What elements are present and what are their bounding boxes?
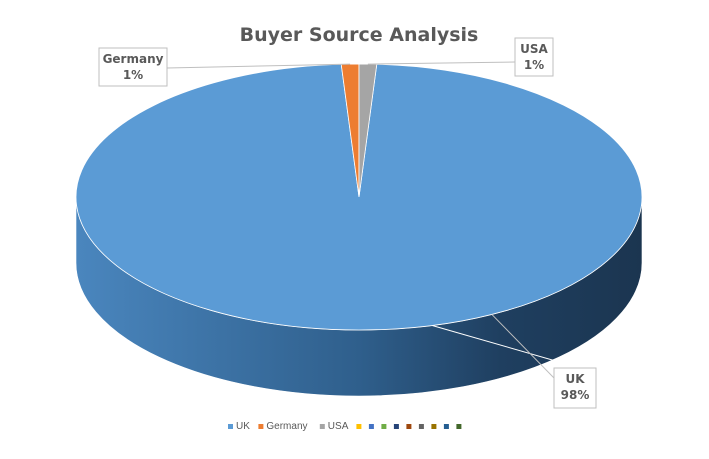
data-label-category: USA <box>520 42 548 56</box>
legend-label: Germany <box>266 421 307 432</box>
data-label-category: UK <box>565 372 585 386</box>
legend-swatch-extra <box>418 424 424 429</box>
legend-swatch-extra <box>406 424 412 429</box>
callout-layer: UK 98% Germany 1% USA 1% <box>98 37 597 409</box>
pie-seam <box>432 324 593 372</box>
callout-germany: Germany 1% <box>98 47 351 87</box>
legend-item-germany: Germany <box>258 421 308 432</box>
chart-title: Buyer Source Analysis <box>240 24 479 46</box>
pie-layer <box>75 63 643 397</box>
leader-line <box>166 63 351 69</box>
legend-label: USA <box>328 421 349 432</box>
data-label-value: 1% <box>524 58 544 72</box>
legend-label: UK <box>236 421 250 432</box>
legend-swatch-extra <box>356 424 362 429</box>
callout-box <box>553 367 597 409</box>
callout-box <box>514 37 554 77</box>
legend-item-uk: UK <box>228 421 250 432</box>
legend-swatch-extra <box>431 424 437 429</box>
legend-swatch-extra <box>381 424 387 429</box>
leader-line <box>367 61 516 65</box>
legend-swatch <box>228 424 233 429</box>
data-label-value: 98% <box>561 388 590 402</box>
legend-swatch <box>319 424 325 429</box>
data-label-value: 1% <box>123 68 143 82</box>
callout-box <box>98 47 168 87</box>
legend-swatch-extra <box>368 424 374 429</box>
legend-swatch-extra <box>443 424 449 429</box>
legend-swatch-extra <box>456 424 462 429</box>
callout-uk: UK 98% <box>491 314 597 409</box>
callout-usa: USA 1% <box>367 37 554 77</box>
legend: UK Germany USA <box>228 421 462 432</box>
legend-swatch-extra <box>393 424 399 429</box>
legend-swatch <box>258 424 264 429</box>
data-label-category: Germany <box>103 52 164 66</box>
pie-slice-uk <box>75 63 643 331</box>
leader-line <box>491 314 555 379</box>
legend-item-usa: USA <box>319 421 349 432</box>
